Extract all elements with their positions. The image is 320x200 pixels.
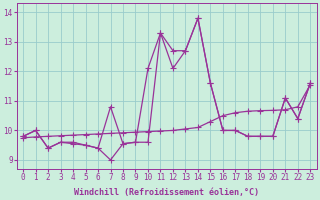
- X-axis label: Windchill (Refroidissement éolien,°C): Windchill (Refroidissement éolien,°C): [74, 188, 259, 197]
